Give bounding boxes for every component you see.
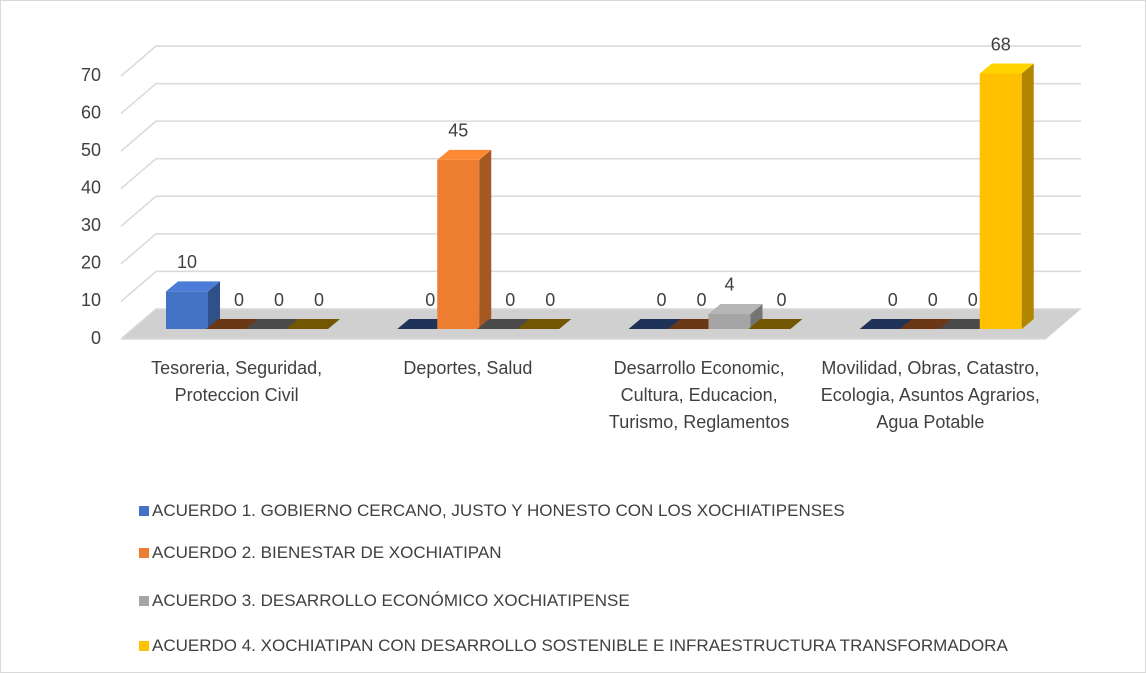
data-label: 10 [177, 252, 197, 272]
legend-entry: ACUERDO 4. XOCHIATIPAN CON DESARROLLO SO… [139, 636, 1008, 656]
bar-front [979, 73, 1022, 329]
data-label: 0 [696, 290, 706, 310]
grid-line [120, 45, 1081, 77]
y-tick-label: 40 [81, 177, 101, 197]
y-tick-label: 30 [81, 215, 101, 235]
y-tick-label: 60 [81, 102, 101, 122]
y-tick-label: 20 [81, 253, 101, 273]
x-tick-label: Tesoreria, Seguridad, Proteccion Civil [151, 358, 323, 405]
data-label: 0 [928, 290, 938, 310]
legend-swatch [139, 548, 149, 558]
legend-entry: ACUERDO 3. DESARROLLO ECONÓMICO XOCHIATI… [139, 591, 630, 611]
bar-top [859, 319, 914, 329]
legend-entry: ACUERDO 1. GOBIERNO CERCANO, JUSTO Y HON… [139, 501, 845, 521]
legend-entry: ACUERDO 2. BIENESTAR DE XOCHIATIPAN [139, 543, 502, 563]
bar-top [748, 319, 803, 329]
grid-line [120, 195, 1081, 227]
bar-top [708, 303, 763, 314]
legend-label: ACUERDO 2. BIENESTAR DE XOCHIATIPAN [152, 543, 502, 562]
x-tick-label: Desarrollo Economic, Cultura, Educacion,… [608, 358, 790, 432]
bar-top [628, 319, 683, 329]
legend-label: ACUERDO 4. XOCHIATIPAN CON DESARROLLO SO… [152, 636, 1008, 655]
data-label: 0 [234, 290, 244, 310]
legend-swatch [139, 641, 149, 651]
data-label: 0 [656, 290, 666, 310]
x-tick-label: Movilidad, Obras, Catastro, Ecologia, As… [820, 358, 1040, 432]
grid-line [120, 270, 1081, 302]
data-label: 0 [274, 290, 284, 310]
legend-swatch [139, 596, 149, 606]
data-label: 68 [991, 34, 1011, 54]
bar-side [479, 149, 492, 329]
legend-swatch [139, 506, 149, 516]
data-label: 4 [724, 275, 734, 295]
bar-front [437, 159, 480, 329]
data-label: 0 [888, 290, 898, 310]
bar-top [206, 319, 260, 329]
bar-side [208, 281, 220, 329]
bar-side [1021, 63, 1034, 330]
legend-label: ACUERDO 1. GOBIERNO CERCANO, JUSTO Y HON… [152, 501, 845, 520]
grid-line [120, 233, 1081, 265]
bar-top [517, 319, 572, 329]
data-label: 0 [314, 290, 324, 310]
data-label: 0 [545, 290, 555, 310]
y-tick-label: 10 [81, 290, 101, 310]
grid-line [120, 120, 1081, 152]
bar-front [708, 313, 751, 329]
bar-top [899, 319, 954, 329]
data-label: 0 [776, 290, 786, 310]
bar-top [246, 319, 300, 329]
x-tick-label: Deportes, Salud [403, 358, 533, 378]
bar-top [437, 149, 492, 160]
bar-top [477, 319, 532, 329]
bar-front [166, 291, 208, 329]
y-tick-label: 70 [81, 65, 101, 85]
grid-line [120, 308, 1081, 340]
data-label: 0 [505, 290, 515, 310]
grid-line [120, 82, 1081, 115]
grid-line [120, 157, 1081, 190]
floor [121, 309, 1081, 339]
bar-top [979, 63, 1034, 74]
bar-side [750, 303, 763, 329]
legend-label: ACUERDO 3. DESARROLLO ECONÓMICO XOCHIATI… [152, 591, 630, 610]
bar-top [166, 281, 220, 292]
y-tick-label: 50 [81, 140, 101, 160]
data-label: 45 [448, 121, 468, 141]
y-tick-label: 0 [91, 328, 101, 348]
bar-top [286, 319, 340, 329]
data-label: 0 [968, 290, 978, 310]
data-label: 0 [425, 290, 435, 310]
